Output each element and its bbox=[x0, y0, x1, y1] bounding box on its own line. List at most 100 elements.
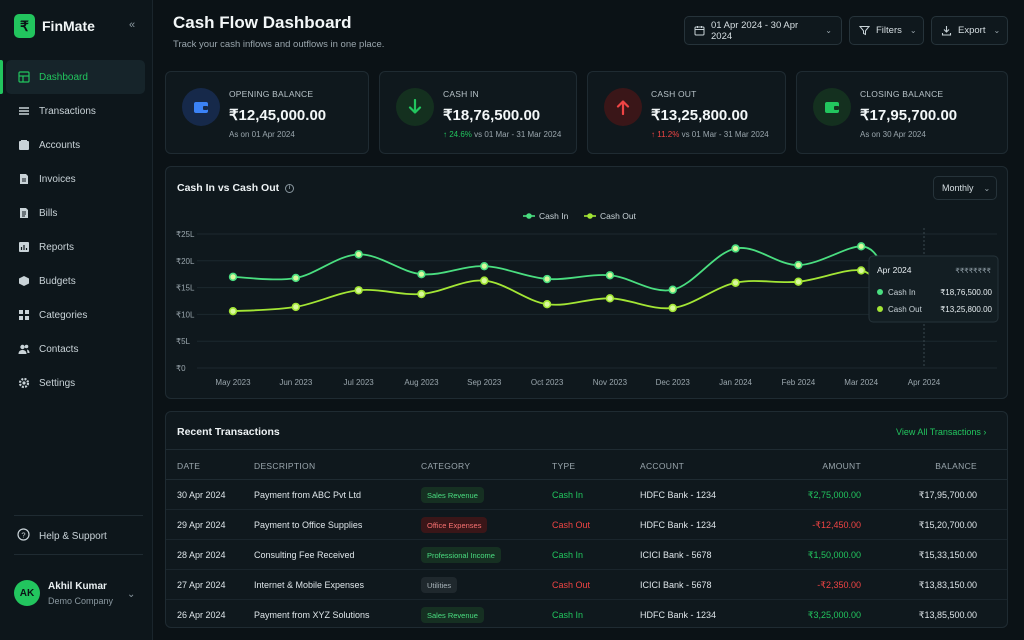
tooltip-value: ₹18,76,500.00 bbox=[940, 288, 992, 297]
help-support-link[interactable]: ? Help & Support bbox=[17, 528, 107, 544]
collapse-sidebar-icon[interactable]: « bbox=[129, 19, 136, 31]
sidebar-item-label: Contacts bbox=[39, 343, 79, 355]
data-point[interactable] bbox=[228, 272, 238, 282]
amount-cell: -₹2,350.00 bbox=[817, 580, 861, 590]
chart-title: Cash In vs Cash Out bbox=[177, 182, 280, 194]
data-point[interactable] bbox=[794, 260, 803, 270]
sidebar-item-label: Budgets bbox=[39, 275, 76, 287]
account-cell: HDFC Bank - 1234 bbox=[640, 610, 717, 620]
sidebar-item-reports[interactable]: Reports bbox=[6, 230, 145, 264]
sidebar-item-dashboard[interactable]: Dashboard bbox=[0, 60, 145, 94]
card-note: As on 30 Apr 2024 bbox=[860, 130, 926, 139]
data-point[interactable] bbox=[228, 306, 238, 316]
data-point[interactable] bbox=[417, 269, 426, 279]
category-badge: Sales Revenue bbox=[421, 607, 484, 623]
data-point[interactable] bbox=[291, 302, 301, 312]
info-icon[interactable]: i bbox=[285, 183, 295, 193]
opening-balance-card: OPENING BALANCE ₹12,45,000.00 As on 01 A… bbox=[165, 71, 369, 154]
sidebar-item-categories[interactable]: Categories bbox=[6, 298, 145, 332]
y-tick-label: ₹20L bbox=[176, 257, 195, 266]
column-header[interactable]: CATEGORY bbox=[421, 461, 471, 471]
sidebar-item-label: Invoices bbox=[39, 173, 76, 185]
brand[interactable]: ₹ FinMate bbox=[14, 14, 95, 38]
chevron-down-icon[interactable]: ⌄ bbox=[127, 589, 136, 600]
sidebar-item-label: Settings bbox=[39, 377, 76, 389]
legend-marker bbox=[526, 213, 532, 219]
sidebar-item-label: Reports bbox=[39, 241, 75, 253]
dashboard-icon bbox=[17, 71, 30, 84]
data-point[interactable] bbox=[354, 250, 363, 259]
change-percent: 11.2% bbox=[657, 130, 680, 139]
description-cell: Payment from ABC Pvt Ltd bbox=[254, 490, 362, 500]
tooltip-label: Cash Out bbox=[888, 305, 923, 314]
cash-out-card: CASH OUT ₹13,25,800.00 ↑ 11.2% vs 01 Mar… bbox=[587, 71, 786, 154]
sidebar-item-accounts[interactable]: Accounts bbox=[6, 128, 145, 162]
balance-cell: ₹15,33,150.00 bbox=[918, 550, 977, 560]
sidebar-item-settings[interactable]: Settings bbox=[6, 366, 145, 400]
user-company: Demo Company bbox=[48, 595, 114, 606]
data-point[interactable] bbox=[291, 273, 301, 283]
data-point[interactable] bbox=[856, 242, 866, 251]
data-point[interactable] bbox=[794, 277, 803, 286]
arrow-down-icon bbox=[396, 88, 434, 126]
page-title: Cash Flow Dashboard bbox=[173, 13, 352, 32]
data-point[interactable] bbox=[731, 244, 740, 253]
data-point[interactable] bbox=[542, 274, 552, 284]
table-row[interactable]: 29 Apr 2024 Payment to Office Supplies Off… bbox=[166, 510, 1007, 540]
amount-cell: -₹12,450.00 bbox=[812, 520, 861, 530]
data-point[interactable] bbox=[417, 289, 426, 299]
closing-balance-card: CLOSING BALANCE ₹17,95,700.00 As on 30 A… bbox=[796, 71, 1008, 154]
sidebar-item-bills[interactable]: Bills bbox=[6, 196, 145, 230]
sidebar-item-budgets[interactable]: Budgets bbox=[6, 264, 145, 298]
data-point[interactable] bbox=[480, 276, 489, 285]
data-point[interactable] bbox=[605, 271, 615, 280]
table-row[interactable]: 28 Apr 2024 Consulting Fee Received Profes… bbox=[166, 540, 1007, 570]
period-select[interactable]: Monthly ⌄ bbox=[933, 176, 997, 200]
column-header[interactable]: DATE bbox=[177, 461, 201, 471]
view-all-transactions-link[interactable]: View All Transactions › bbox=[896, 427, 986, 437]
filters-label: Filters bbox=[876, 25, 902, 36]
column-header[interactable]: AMOUNT bbox=[822, 461, 861, 471]
amount-cell: ₹2,75,000.00 bbox=[807, 490, 861, 500]
column-header[interactable]: ACCOUNT bbox=[640, 461, 685, 471]
sidebar-item-transactions[interactable]: Transactions bbox=[6, 94, 145, 128]
export-label: Export bbox=[958, 25, 986, 36]
data-point[interactable] bbox=[542, 300, 552, 309]
change-percent: 24.6% bbox=[449, 130, 472, 139]
sidebar-nav: Dashboard Transactions Accounts Invoices Bil… bbox=[0, 60, 145, 400]
data-point[interactable] bbox=[605, 294, 615, 303]
sidebar-item-invoices[interactable]: Invoices bbox=[6, 162, 145, 196]
data-point[interactable] bbox=[856, 266, 866, 275]
category-badge: Sales Revenue bbox=[421, 487, 484, 503]
table-row[interactable]: 26 Apr 2024 Payment from XYZ Solutions Sal… bbox=[166, 600, 1007, 627]
tooltip-marker bbox=[877, 289, 883, 295]
data-point[interactable] bbox=[354, 286, 363, 295]
y-tick-label: ₹5L bbox=[176, 337, 191, 346]
column-header[interactable]: TYPE bbox=[552, 461, 576, 471]
y-tick-label: ₹15L bbox=[176, 284, 195, 293]
x-tick-label: Sep 2023 bbox=[467, 378, 502, 387]
export-button[interactable]: Export ⌄ bbox=[931, 16, 1008, 45]
description-cell: Internet & Mobile Expenses bbox=[254, 580, 365, 590]
sidebar-item-label: Transactions bbox=[39, 105, 96, 117]
filters-button[interactable]: Filters ⌄ bbox=[849, 16, 924, 45]
account-cell: HDFC Bank - 1234 bbox=[640, 520, 717, 530]
cash-flow-line-chart[interactable]: ₹0 ₹5L ₹10L ₹15L ₹20L ₹25L May 2023 Jun 2023 Jul… bbox=[166, 167, 1009, 400]
user-profile[interactable]: AK Akhil Kumar Demo Company ⌄ bbox=[14, 580, 135, 606]
tooltip-title-right: ₹₹₹₹₹₹₹₹ bbox=[955, 267, 991, 275]
data-point[interactable] bbox=[668, 303, 677, 313]
data-point[interactable] bbox=[668, 285, 677, 294]
sidebar-item-label: Categories bbox=[39, 309, 88, 321]
sidebar-item-contacts[interactable]: Contacts bbox=[6, 332, 145, 366]
table-row[interactable]: 27 Apr 2024 Internet & Mobile Expenses Uti… bbox=[166, 570, 1007, 600]
period-label: Monthly bbox=[942, 183, 974, 193]
data-point[interactable] bbox=[480, 261, 489, 271]
column-header[interactable]: DESCRIPTION bbox=[254, 461, 316, 471]
date-range-picker[interactable]: 01 Apr 2024 - 30 Apr 2024 ⌄ bbox=[684, 16, 842, 45]
card-value: ₹12,45,000.00 bbox=[229, 107, 327, 124]
description-cell: Consulting Fee Received bbox=[254, 550, 355, 560]
comparison-note: vs 01 Mar - 31 Mar 2024 bbox=[474, 130, 562, 139]
column-header[interactable]: BALANCE bbox=[935, 461, 977, 471]
data-point[interactable] bbox=[731, 278, 740, 287]
table-row[interactable]: 30 Apr 2024 Payment from ABC Pvt Ltd Sales… bbox=[166, 480, 1007, 510]
